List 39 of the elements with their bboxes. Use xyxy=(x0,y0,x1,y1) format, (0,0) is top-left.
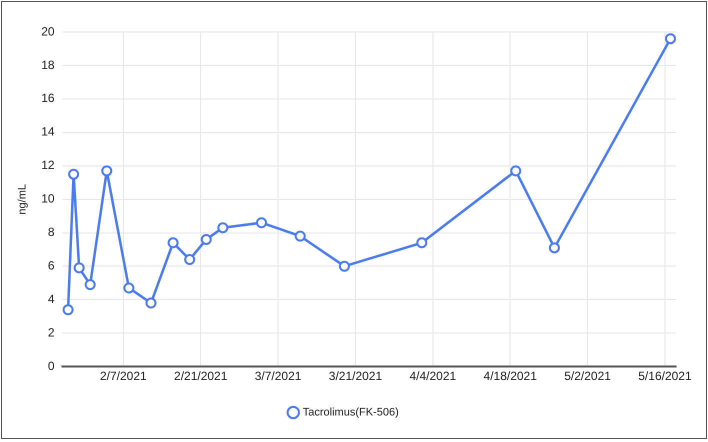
y-tick-label: 8 xyxy=(48,225,55,240)
point xyxy=(184,254,196,266)
y-tick-label: 6 xyxy=(48,258,55,273)
x-tick-label: 5/2/2021 xyxy=(564,369,612,384)
point xyxy=(294,230,306,242)
y-tick-label: 18 xyxy=(41,58,55,72)
point xyxy=(68,168,80,180)
y-tick-label: 0 xyxy=(48,358,55,373)
y-tick-label: 16 xyxy=(41,91,55,106)
x-tick-label: 5/16/2021 xyxy=(638,369,692,384)
y-axis-title: ng/mL xyxy=(16,184,29,215)
y-tick-label: 2 xyxy=(48,325,55,340)
point xyxy=(338,260,350,272)
x-tick-label: 4/18/2021 xyxy=(484,369,538,384)
point xyxy=(123,282,134,294)
x-tick-label: 3/21/2021 xyxy=(328,369,382,384)
point xyxy=(62,304,74,316)
point xyxy=(200,234,212,245)
point xyxy=(664,33,676,44)
point xyxy=(74,262,85,274)
x-tick-label: 3/7/2021 xyxy=(254,369,302,384)
point xyxy=(548,242,560,254)
legend-label: Tacrolimus(FK-506) xyxy=(302,406,399,419)
point xyxy=(256,217,268,228)
point xyxy=(416,237,428,248)
x-tick-label: 2/7/2021 xyxy=(100,369,148,384)
point xyxy=(145,298,156,309)
y-tick-label: 20 xyxy=(41,24,55,38)
point xyxy=(510,165,522,176)
y-tick-label: 10 xyxy=(41,192,55,206)
y-tick-label: 14 xyxy=(41,124,55,139)
point xyxy=(101,165,112,176)
point xyxy=(217,222,228,234)
y-tick-label: 12 xyxy=(41,158,55,172)
point xyxy=(168,237,179,248)
x-tick-label: 4/4/2021 xyxy=(409,369,457,384)
x-tick-label: 2/21/2021 xyxy=(174,369,228,384)
point xyxy=(84,279,96,290)
y-tick-label: 4 xyxy=(48,292,55,306)
